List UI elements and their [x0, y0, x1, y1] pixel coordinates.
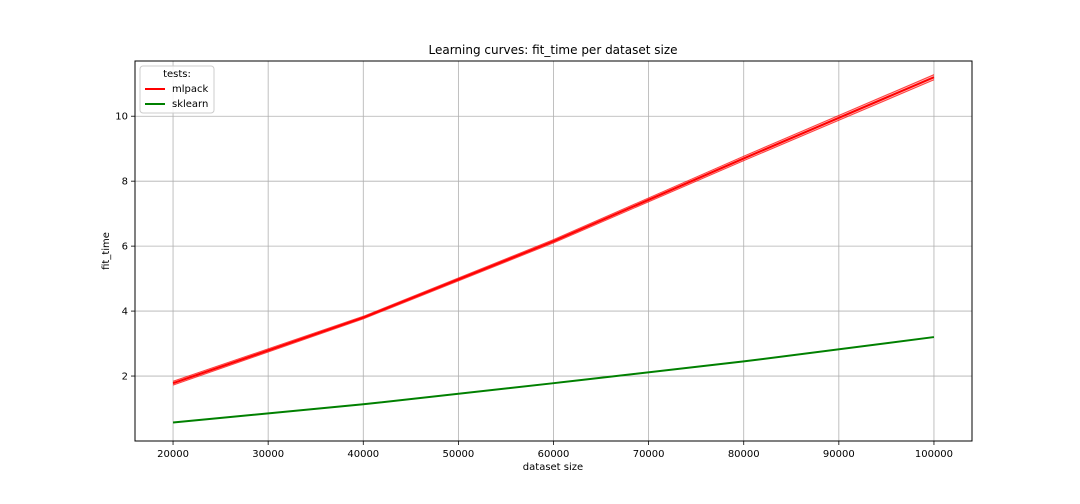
- band-edge-upper-mlpack: [172, 74, 935, 382]
- legend-title: tests:: [163, 69, 191, 80]
- x-tick-label: 20000: [157, 449, 189, 460]
- series-line-sklearn: [172, 336, 935, 424]
- x-tick-label: 60000: [538, 449, 570, 460]
- chart-title: Learning curves: fit_time per dataset si…: [428, 43, 677, 57]
- x-axis-ticks: 20000 30000 40000 50000 60000 70000 80000 90000…: [157, 441, 953, 460]
- x-axis-title: dataset size: [523, 462, 583, 473]
- y-tick-label: 6: [122, 242, 128, 253]
- confidence-bands: [172, 74, 935, 386]
- x-tick-label: 50000: [442, 449, 474, 460]
- x-tick-label: 70000: [633, 449, 665, 460]
- x-tick-label: 80000: [728, 449, 760, 460]
- x-tick-label: 30000: [252, 449, 284, 460]
- series-lines: [172, 76, 935, 424]
- y-tick-label: 4: [122, 307, 128, 318]
- x-gridlines: [172, 61, 935, 441]
- y-gridlines: [135, 115, 972, 377]
- x-tick-label: 40000: [347, 449, 379, 460]
- y-tick-label: 8: [122, 177, 128, 188]
- legend-box: [139, 65, 215, 114]
- legend-label-mlpack: mlpack: [172, 84, 208, 95]
- band-edge-lower-mlpack: [172, 79, 935, 386]
- x-tick-label: 100000: [915, 449, 953, 460]
- y-tick-label: 2: [122, 372, 128, 383]
- series-line-mlpack: [172, 76, 935, 385]
- legend-label-sklearn: sklearn: [172, 99, 208, 110]
- legend: tests: mlpack sklearn: [139, 65, 215, 114]
- y-axis-ticks: 2 4 6 8 10: [115, 112, 135, 383]
- x-tick-label: 90000: [823, 449, 855, 460]
- y-tick-label: 10: [115, 112, 128, 123]
- y-axis-title: fit_time: [101, 232, 112, 270]
